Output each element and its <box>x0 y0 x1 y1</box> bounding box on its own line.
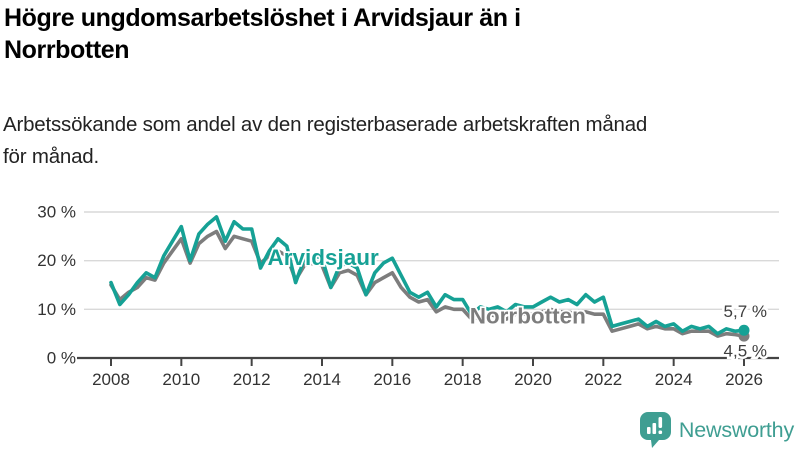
y-axis-label-10: 10 % <box>37 300 76 319</box>
series-label-arvidsjaur: Arvidsjaur <box>267 245 379 270</box>
series-line-arvidsjaur <box>109 215 746 336</box>
x-axis-label-2024: 2024 <box>655 370 693 389</box>
bar-1 <box>646 427 651 434</box>
x-axis-label-2026: 2026 <box>725 370 763 389</box>
chart-subtitle: Arbetssökande som andel av den registerb… <box>3 109 792 173</box>
series-end-dot-arvidsjaur <box>738 324 750 336</box>
x-axis-label-2020: 2020 <box>514 370 552 389</box>
exclamation-dot <box>658 430 663 434</box>
bar-2 <box>652 423 657 434</box>
x-axis-label-2016: 2016 <box>373 370 411 389</box>
x-axis-label-2012: 2012 <box>233 370 271 389</box>
x-axis-label-2018: 2018 <box>444 370 482 389</box>
title-line-2: Norrbotten <box>4 36 130 64</box>
x-axis-label-2010: 2010 <box>162 370 200 389</box>
line-chart: 0 % 10 % 20 % 30 % 2008 2010 2012 2014 2016 2018 2… <box>0 185 800 397</box>
subtitle-line-2: för månad. <box>3 145 99 168</box>
exclamation-stem <box>658 417 663 428</box>
y-axis-label-20: 20 % <box>37 251 76 270</box>
title-line-1: Högre ungdomsarbetslöshet i Arvidsjaur ä… <box>4 4 521 32</box>
subtitle-line-1: Arbetssökande som andel av den registerb… <box>3 113 648 136</box>
y-axis-label-30: 30 % <box>37 202 76 221</box>
x-axis-label-2014: 2014 <box>303 370 341 389</box>
series-label-norrbotten: Norrbotten <box>470 304 586 329</box>
newsworthy-wordmark: Newsworthy <box>678 417 794 442</box>
newsworthy-icon <box>639 412 671 448</box>
newsworthy-logo[interactable]: Newsworthy <box>639 411 794 449</box>
end-value-label-norrbotten: 4,5 % <box>724 342 767 361</box>
page-title: Högre ungdomsarbetslöshet i Arvidsjaur ä… <box>4 2 784 66</box>
end-value-label-arvidsjaur: 5,7 % <box>724 302 767 321</box>
x-axis-label-2008: 2008 <box>92 370 130 389</box>
chart-canvas: 0 % 10 % 20 % 30 % 2008 2010 2012 2014 2016 2018 2… <box>37 202 779 389</box>
y-axis-label-0: 0 % <box>47 349 76 368</box>
x-axis-label-2022: 2022 <box>584 370 622 389</box>
series-line-norrbotten <box>109 229 746 338</box>
